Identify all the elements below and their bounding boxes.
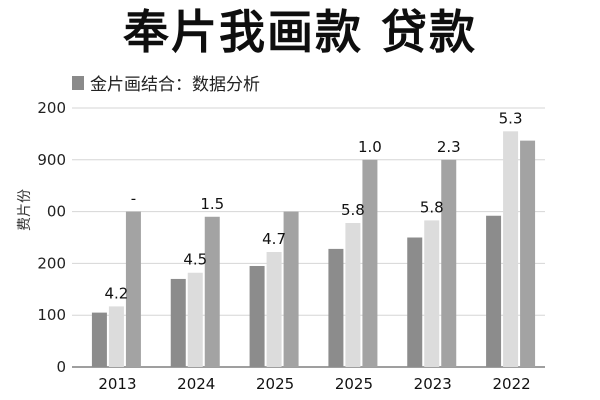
data-label: 5.8 [420, 198, 444, 216]
x-tick-label: 2025 [256, 375, 294, 393]
bar [362, 159, 378, 367]
legend: 金片画结合：数据分析 [72, 70, 260, 95]
y-tick-label: 100 [37, 306, 66, 324]
data-label: 4.5 [183, 251, 207, 269]
y-tick-label: 200 [37, 99, 66, 117]
bar [520, 140, 536, 367]
data-label: - [131, 190, 136, 208]
x-tick-label: 2022 [492, 375, 530, 393]
data-label: 5.8 [341, 201, 365, 219]
y-tick-label: 900 [37, 151, 66, 169]
y-tick-label: 0 [56, 358, 66, 376]
bar [407, 237, 423, 367]
x-tick-label: 2024 [177, 375, 215, 393]
legend-swatch [72, 75, 84, 90]
data-label: 1.0 [358, 138, 382, 156]
bar [249, 265, 265, 367]
bar [503, 131, 519, 367]
x-tick-label: 2023 [414, 375, 452, 393]
bar [170, 278, 186, 367]
legend-label: 金片画结合：数据分析 [90, 75, 260, 95]
data-label: 4.7 [262, 230, 286, 248]
bar [328, 248, 344, 367]
data-label: 5.3 [499, 109, 523, 127]
bar [108, 306, 124, 367]
bar [441, 159, 457, 367]
data-label: 1.5 [200, 195, 224, 213]
data-label: 2.3 [437, 138, 461, 156]
bar [125, 211, 141, 367]
bar [266, 252, 282, 367]
chart-title: 奉片我画款 贷款 [122, 5, 477, 59]
bar [345, 222, 361, 367]
bar [91, 312, 107, 367]
bar [204, 216, 220, 367]
y-tick-label: 00 [47, 203, 66, 221]
bar [486, 215, 502, 367]
x-tick-label: 2013 [98, 375, 136, 393]
data-label: 4.2 [104, 284, 128, 302]
bar [187, 272, 203, 367]
y-tick-label: 200 [37, 254, 66, 272]
bar [424, 220, 440, 367]
x-tick-label: 2025 [335, 375, 373, 393]
bar [283, 211, 299, 367]
